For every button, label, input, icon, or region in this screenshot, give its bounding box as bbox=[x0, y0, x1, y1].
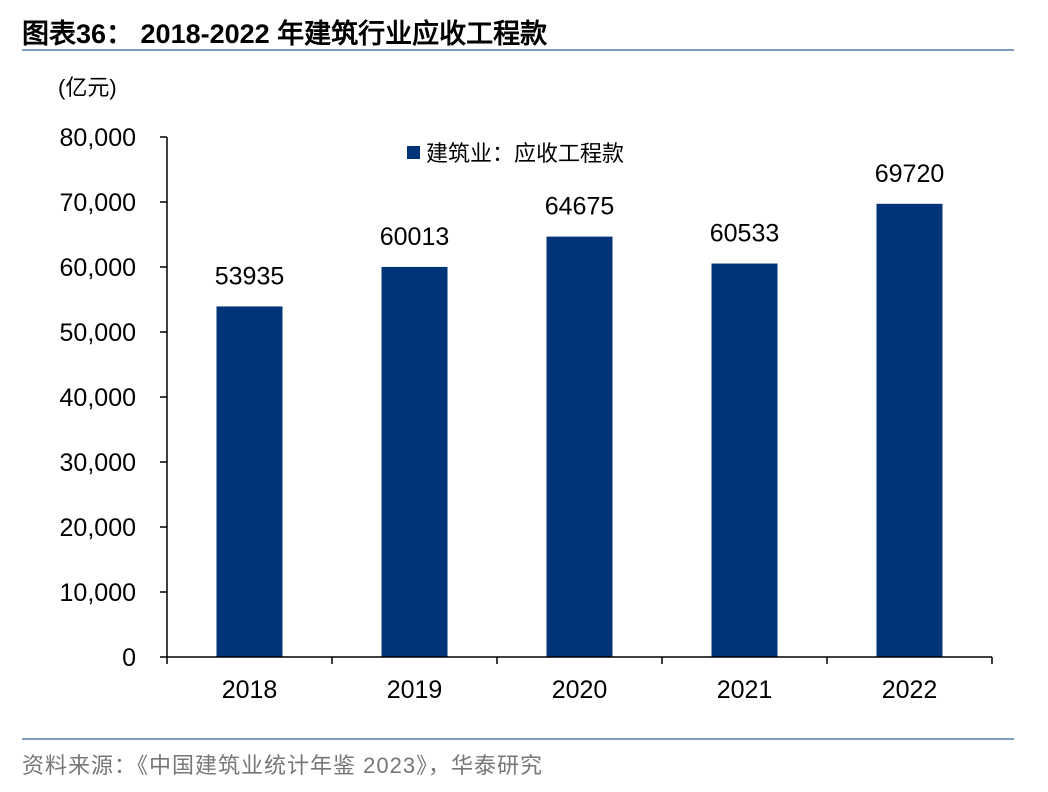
footer-divider bbox=[22, 738, 1014, 740]
y-tick-label: 60,000 bbox=[60, 254, 136, 282]
y-axis-unit: (亿元) bbox=[58, 75, 117, 100]
data-label-2019: 60013 bbox=[380, 223, 450, 251]
y-tick-label: 50,000 bbox=[60, 319, 136, 347]
x-tick-label: 2018 bbox=[222, 676, 278, 704]
y-tick-label: 10,000 bbox=[60, 579, 136, 607]
bar-2018 bbox=[216, 306, 283, 657]
bar-2019 bbox=[381, 266, 448, 657]
x-tick-label: 2019 bbox=[387, 676, 443, 704]
legend-label: 建筑业：应收工程款 bbox=[426, 141, 624, 166]
y-tick-label: 40,000 bbox=[60, 384, 136, 412]
data-label-2022: 69720 bbox=[875, 160, 945, 188]
data-label-2020: 64675 bbox=[545, 193, 615, 221]
bar-2021 bbox=[711, 263, 778, 657]
legend-swatch bbox=[407, 146, 420, 159]
y-tick-label: 0 bbox=[122, 644, 136, 672]
bar-2020 bbox=[546, 236, 613, 658]
x-tick-label: 2021 bbox=[717, 676, 773, 704]
y-tick-label: 80,000 bbox=[60, 124, 136, 152]
source-note: 资料来源：《中国建筑业统计年鉴 2023》，华泰研究 bbox=[22, 753, 544, 778]
y-tick-label: 30,000 bbox=[60, 449, 136, 477]
bar-2022 bbox=[876, 203, 943, 657]
y-tick-label: 20,000 bbox=[60, 514, 136, 542]
y-tick-label: 70,000 bbox=[60, 189, 136, 217]
data-label-2018: 53935 bbox=[215, 262, 285, 290]
title-divider bbox=[22, 49, 1014, 51]
x-tick-label: 2020 bbox=[552, 676, 608, 704]
legend: 建筑业：应收工程款 bbox=[407, 141, 624, 166]
data-label-2021: 60533 bbox=[710, 220, 780, 248]
x-tick-label: 2022 bbox=[882, 676, 938, 704]
chart-title: 图表36： 2018-2022 年建筑行业应收工程款 bbox=[22, 19, 548, 49]
